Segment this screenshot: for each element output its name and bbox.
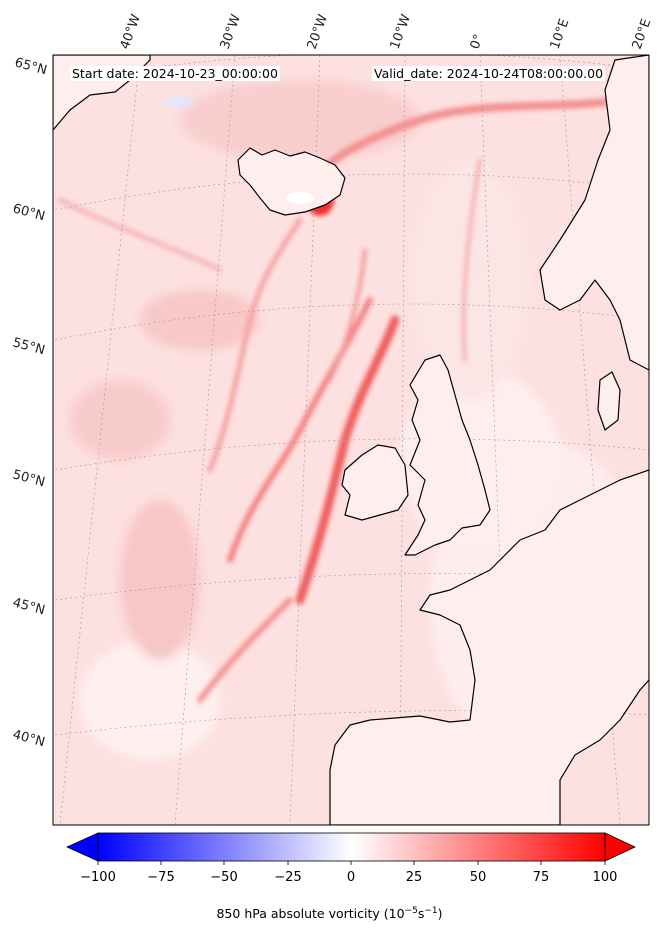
colorbar-label-suffix: ) — [437, 906, 443, 922]
latitude-labels: 65°N 60°N 55°N 50°N 45°N 40°N — [11, 55, 49, 750]
lat-label: 55°N — [11, 335, 47, 358]
colorbar-tick: −75 — [147, 870, 175, 885]
colorbar — [66, 832, 636, 865]
colorbar-tick: 100 — [592, 870, 618, 885]
colorbar-tick: −25 — [274, 870, 302, 885]
lat-label: 45°N — [11, 595, 47, 618]
coastline — [53, 55, 649, 825]
lon-label: 30°W — [218, 12, 244, 51]
colorbar-tick: 25 — [405, 870, 423, 885]
lon-label: 10°W — [388, 12, 414, 51]
lat-label: 60°N — [11, 201, 47, 224]
longitude-labels: 40°W 30°W 20°W 10°W 0° 10°E 20°E — [118, 12, 655, 51]
lon-label: 40°W — [118, 12, 144, 51]
start-date-label: Start date: 2024-10-23_00:00:00 — [70, 66, 280, 81]
colorbar-tick: 75 — [532, 870, 550, 885]
vorticity-field — [53, 55, 649, 825]
graticule — [54, 55, 649, 825]
colorbar-label-prefix: 850 hPa absolute vorticity (10 — [216, 906, 405, 922]
valid-date-label: Valid_date: 2024-10-24T08:00:00.00 — [372, 66, 606, 81]
colorbar-label: 850 hPa absolute vorticity (10−5s−1) — [0, 906, 659, 921]
colorbar-tick: −100 — [80, 870, 116, 885]
lat-label: 50°N — [11, 467, 47, 490]
lon-label: 10°E — [548, 17, 573, 52]
colorbar-tick: −50 — [210, 870, 238, 885]
colorbar-label-exp2: −1 — [424, 906, 438, 916]
colorbar-tick: 0 — [346, 870, 356, 885]
colorbar-label-exp1: −5 — [404, 906, 418, 916]
lon-label: 20°E — [630, 17, 655, 52]
lon-label: 0° — [468, 32, 487, 51]
colorbar-label-mid: s — [417, 906, 425, 922]
lat-label: 40°N — [11, 727, 47, 750]
colorbar-tick: 50 — [469, 870, 487, 885]
lat-label: 65°N — [13, 55, 49, 78]
lon-label: 20°W — [305, 12, 331, 51]
